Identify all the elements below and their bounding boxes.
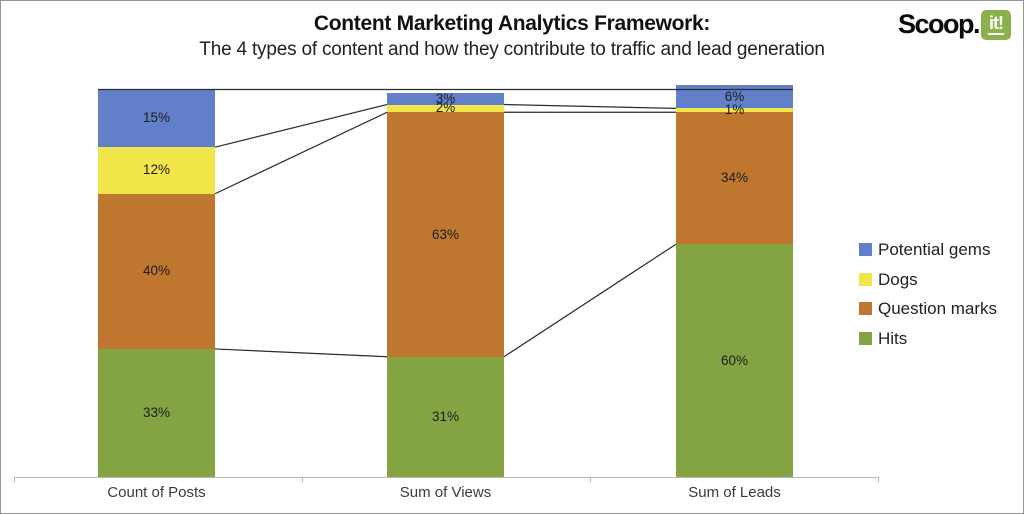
legend-item: Potential gems <box>859 241 997 259</box>
bar-segment-hits <box>676 244 793 477</box>
segment-value-label: 40% <box>142 263 171 279</box>
axis-tick <box>878 477 879 482</box>
bar-segment-potential-gems <box>98 89 215 148</box>
legend-item: Hits <box>859 328 997 348</box>
logo-green-box: it! <box>981 9 1011 40</box>
axis-tick <box>590 477 591 482</box>
bar-segment-question-marks <box>98 193 215 349</box>
logo-it-text: it! <box>988 13 1004 35</box>
legend-swatch-icon <box>859 331 872 345</box>
category-label: Count of Posts <box>107 484 206 501</box>
segment-value-label: 63% <box>431 226 460 242</box>
bar-segment-potential-gems <box>387 92 504 105</box>
bar-segment-dogs <box>98 147 215 194</box>
segment-value-label: 3% <box>435 90 456 106</box>
bar-segment-question-marks <box>387 112 504 357</box>
legend-label: Potential gems <box>878 240 991 259</box>
legend-swatch-icon <box>859 272 872 286</box>
chart-subtitle: The 4 types of content and how they cont… <box>199 39 825 60</box>
chart-title: Content Marketing Analytics Framework: <box>313 12 711 35</box>
segment-value-label: 12% <box>142 162 171 178</box>
bar-segment-hits <box>98 348 215 477</box>
category-label: Sum of Views <box>399 484 492 501</box>
segment-value-label: 60% <box>720 352 749 368</box>
axis-tick <box>14 477 15 482</box>
bar-segment-hits <box>387 356 504 477</box>
logo-wordmark: Scoop. <box>897 9 981 39</box>
legend-item: Dogs <box>859 269 997 289</box>
legend-swatch-icon <box>859 243 872 257</box>
axis-tick <box>302 477 303 482</box>
x-axis-line <box>14 477 878 478</box>
segment-value-label: 6% <box>724 88 745 104</box>
category-label: Sum of Leads <box>688 484 781 501</box>
legend-item: Question marks <box>859 300 997 318</box>
legend-label: Hits <box>878 328 908 348</box>
segment-value-label: 1% <box>724 102 745 118</box>
bar-segment-dogs <box>676 108 793 113</box>
legend: Potential gems Dogs Question marks Hits <box>859 241 997 359</box>
segment-value-label: 31% <box>431 408 460 424</box>
segment-value-label: 33% <box>142 404 171 420</box>
segment-value-label: 34% <box>720 170 749 186</box>
legend-label: Dogs <box>878 269 918 289</box>
legend-swatch-icon <box>859 302 872 316</box>
scoopit-logo: Scoop. it! <box>898 9 1011 40</box>
legend-label: Question marks <box>878 299 998 318</box>
bar-segment-question-marks <box>676 112 793 245</box>
segment-value-label: 2% <box>435 100 456 116</box>
segment-value-label: 15% <box>142 110 171 126</box>
bar-segment-dogs <box>387 104 504 113</box>
chart-header: Content Marketing Analytics Framework: T… <box>1 11 1023 62</box>
bar-segment-potential-gems <box>676 85 793 109</box>
